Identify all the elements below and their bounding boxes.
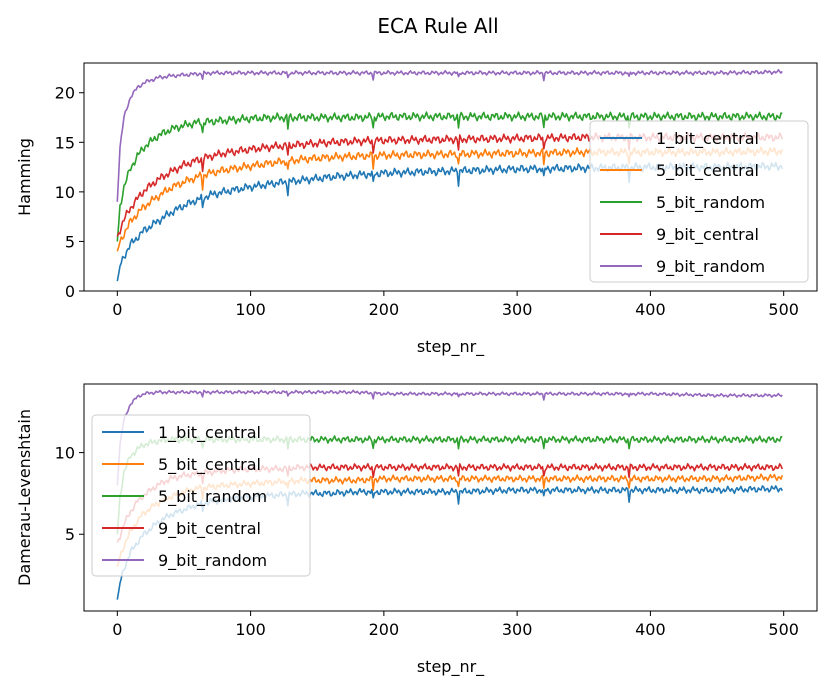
legend-label-9_bit_central: 9_bit_central [158, 519, 261, 539]
axes-1: 0 100 200 300 400 500 0 5 10 15 20 step_nr_ Hamming 1… [15, 62, 818, 357]
axes-frame [83, 383, 818, 612]
x-tick-label: 100 [235, 300, 266, 319]
series-line-9_bit_random [116, 69, 783, 202]
y-axis-label: Hamming [15, 138, 34, 216]
x-tick-label: 100 [235, 620, 266, 639]
legend-box [589, 120, 809, 283]
y-tick-label: 20 [55, 84, 75, 103]
y-tick-label: 5 [65, 525, 75, 544]
x-axis-label: step_nr_ [417, 337, 485, 357]
legend: 1_bit_central 5_bit_central 5_bit_random 9_… [91, 414, 311, 577]
x-axis-label: step_nr_ [417, 657, 485, 677]
y-tick-label: 10 [55, 444, 75, 463]
figure-title: ECA Rule All [377, 14, 499, 38]
axes-frame [83, 62, 818, 292]
legend-label-5_bit_central: 5_bit_central [158, 455, 261, 475]
x-tick-label: 400 [635, 300, 666, 319]
x-tick-label: 500 [768, 300, 799, 319]
legend-label-9_bit_random: 9_bit_random [656, 257, 765, 277]
axes-2: 0 100 200 300 400 500 5 10 step_nr_ Damerau-Leven… [15, 383, 818, 677]
x-tick-label: 0 [112, 300, 122, 319]
x-tick-label: 0 [112, 620, 122, 639]
x-tick-label: 200 [369, 620, 400, 639]
y-tick-label: 15 [55, 133, 75, 152]
legend-label-5_bit_random: 5_bit_random [656, 193, 765, 213]
x-tick-label: 200 [369, 300, 400, 319]
legend-box [91, 414, 311, 577]
legend: 1_bit_central 5_bit_central 5_bit_random 9_… [589, 120, 809, 283]
series-line-9_bit_random [116, 389, 783, 486]
y-tick-label: 5 [65, 232, 75, 251]
y-tick-label: 0 [65, 282, 75, 301]
series-line-5_bit_random [116, 111, 783, 242]
legend-label-1_bit_central: 1_bit_central [158, 423, 261, 443]
x-tick-label: 300 [502, 620, 533, 639]
x-tick-label: 400 [635, 620, 666, 639]
legend-label-9_bit_central: 9_bit_central [656, 225, 759, 245]
legend-label-1_bit_central: 1_bit_central [656, 129, 759, 149]
legend-label-9_bit_random: 9_bit_random [158, 551, 267, 571]
legend-label-5_bit_random: 5_bit_random [158, 487, 267, 507]
x-tick-label: 300 [502, 300, 533, 319]
legend-label-5_bit_central: 5_bit_central [656, 161, 759, 181]
y-tick-label: 10 [55, 183, 75, 202]
y-axis-label: Damerau-Levenshtain [15, 409, 34, 586]
x-tick-label: 500 [768, 620, 799, 639]
